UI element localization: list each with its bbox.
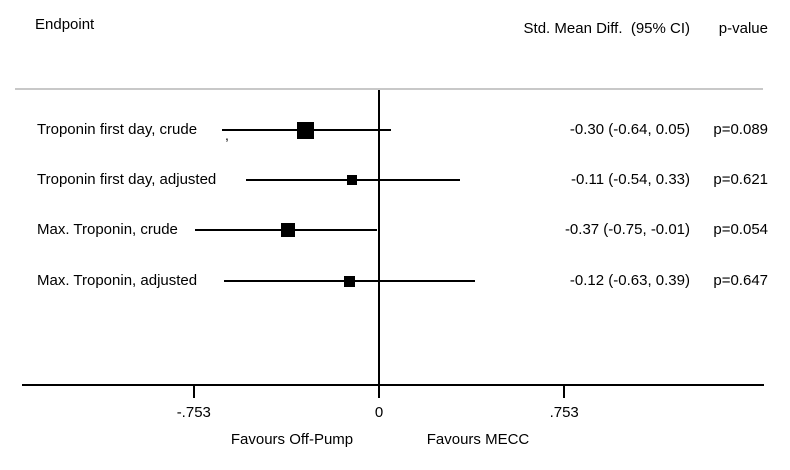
row-estimate-ci-text: -0.30 (-0.64, 0.05) [569,121,690,138]
row-pvalue-text: p=0.647 [713,272,768,289]
zero-reference-line [378,90,380,397]
x-axis-tick [378,385,380,398]
column-header-pvalue: p-value [718,20,768,37]
row-estimate-ci-text: -0.12 (-0.63, 0.39) [569,272,690,289]
stray-comma-mark: , [225,127,229,143]
x-axis-tick-label: .753 [549,404,579,421]
column-header-smd-ci: Std. Mean Diff. (95% CI) [523,20,690,37]
x-axis-tick [563,385,566,398]
header-separator-line [15,88,763,90]
x-axis-tick [192,385,195,398]
row-estimate-ci-text: -0.11 (-0.54, 0.33) [571,171,690,188]
row-pvalue-text: p=0.089 [713,121,768,138]
favours-right-label: Favours MECC [426,431,530,448]
point-estimate-marker [296,121,314,139]
point-estimate-marker [281,223,295,237]
row-endpoint-label: Troponin first day, adjusted [37,171,217,188]
x-axis-tick-label: 0 [374,404,384,421]
point-estimate-marker [346,175,357,185]
row-pvalue-text: p=0.621 [713,171,768,188]
point-estimate-marker [344,275,355,287]
x-axis-tick-label: -.753 [176,404,211,421]
row-endpoint-label: Max. Troponin, crude [37,221,178,238]
row-estimate-ci-text: -0.37 (-0.75, -0.01) [564,221,690,238]
row-endpoint-label: Troponin first day, crude [37,121,198,138]
row-endpoint-label: Max. Troponin, adjusted [37,272,198,289]
column-header-endpoint: Endpoint [35,16,95,33]
row-pvalue-text: p=0.054 [713,221,768,238]
favours-left-label: Favours Off-Pump [230,431,354,448]
x-axis-line [22,384,764,386]
